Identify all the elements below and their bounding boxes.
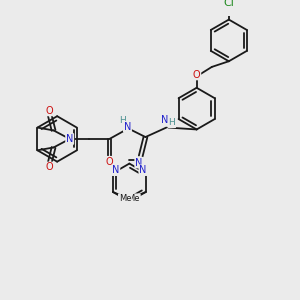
Text: Me: Me	[128, 194, 140, 203]
Text: Me: Me	[119, 194, 131, 203]
Text: N: N	[112, 165, 119, 175]
Text: O: O	[46, 162, 54, 172]
Text: N: N	[124, 122, 131, 132]
Text: O: O	[193, 70, 200, 80]
Text: O: O	[46, 106, 54, 116]
Text: N: N	[161, 115, 168, 125]
Text: H: H	[169, 118, 176, 127]
Text: O: O	[106, 157, 113, 167]
Text: Cl: Cl	[224, 0, 234, 8]
Text: N: N	[135, 158, 142, 168]
Text: H: H	[119, 116, 126, 125]
Text: N: N	[66, 134, 74, 144]
Text: N: N	[139, 165, 147, 175]
